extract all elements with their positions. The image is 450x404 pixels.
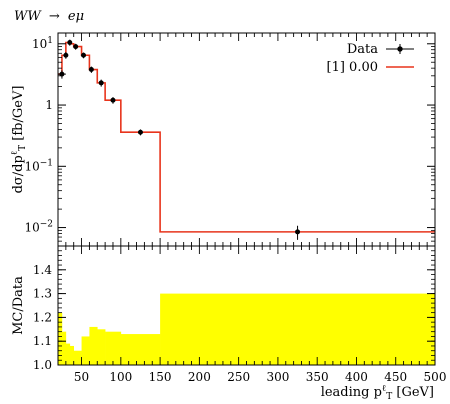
- ratio-band-segment: [58, 312, 63, 365]
- x-tick-label: 50: [74, 370, 89, 384]
- data-point: [63, 52, 69, 58]
- legend-marker-data-point: [397, 46, 403, 52]
- x-tick-label: 350: [306, 370, 329, 384]
- x-tick-label: 400: [345, 370, 368, 384]
- legend: Data [1] 0.00: [327, 42, 414, 75]
- main-plot-content: [58, 39, 435, 240]
- x-tick-label: 450: [384, 370, 407, 384]
- ratio-band-segment: [120, 334, 161, 365]
- x-tick-label: 300: [266, 370, 289, 384]
- ratio-band-segment: [61, 331, 67, 365]
- ratio-plot-content: [58, 293, 436, 365]
- chart-title: WW → eμ: [14, 9, 84, 24]
- main-y-tick-label: 1: [45, 98, 53, 112]
- title-final-state: eμ: [68, 9, 84, 24]
- data-point: [67, 39, 73, 45]
- x-axis-label: leading pℓT [GeV]: [321, 384, 434, 402]
- data-point: [81, 52, 87, 58]
- x-tick-label: 250: [227, 370, 250, 384]
- title-arrow: →: [49, 9, 60, 24]
- legend-label-data: Data: [347, 42, 378, 57]
- main-y-tick-label: 10−2: [24, 220, 53, 235]
- ratio-band-segment: [89, 326, 98, 365]
- main-y-tick-label: 101: [32, 36, 53, 51]
- main-plot-frame: [57, 32, 436, 247]
- legend-label-mc: [1] 0.00: [327, 60, 379, 75]
- main-y-label: dσ/dpℓT [fb/GeV]: [10, 86, 28, 194]
- main-y-axis: 10−2 10−1 1 101: [24, 33, 436, 247]
- ratio-band-segment: [97, 329, 106, 365]
- ratio-band-segment: [69, 345, 75, 365]
- ratio-y-tick-label: 1.3: [33, 287, 52, 301]
- data-point: [110, 97, 116, 103]
- ratio-band-segment: [160, 293, 436, 365]
- data-point: [98, 80, 104, 86]
- ratio-band-segment: [65, 343, 71, 365]
- ratio-y-tick-label: 1.1: [33, 334, 52, 348]
- ratio-band-segment: [73, 350, 82, 365]
- data-point: [137, 129, 143, 135]
- ratio-y-tick-label: 1.0: [33, 358, 52, 372]
- ratio-plot-frame: [57, 245, 436, 366]
- ratio-band-segment: [105, 331, 122, 365]
- main-y-tick-label: 10−1: [24, 158, 53, 173]
- data-point: [295, 229, 301, 235]
- x-tick-label: 200: [188, 370, 211, 384]
- data-point: [73, 44, 79, 50]
- data-point: [59, 71, 65, 77]
- title-process: WW: [14, 9, 42, 24]
- ratio-y-tick-label: 1.4: [33, 263, 52, 277]
- x-tick-label: 100: [109, 370, 132, 384]
- mc-histogram-line: [58, 41, 435, 233]
- x-tick-label: 150: [149, 370, 172, 384]
- ratio-y-label: MC/Data: [11, 276, 26, 335]
- ratio-panel: 50 100 150 200 250 300 350 400 450 500 1.0 1.1 1.2 1.…: [11, 245, 447, 402]
- ratio-y-tick-label: 1.2: [33, 310, 52, 324]
- ratio-band-segment: [81, 336, 90, 365]
- x-tick-label: 500: [424, 370, 447, 384]
- main-panel: 10−2 10−1 1 101 dσ/dpℓT [fb/GeV] Data [1] 0…: [10, 32, 436, 247]
- data-point: [88, 67, 94, 73]
